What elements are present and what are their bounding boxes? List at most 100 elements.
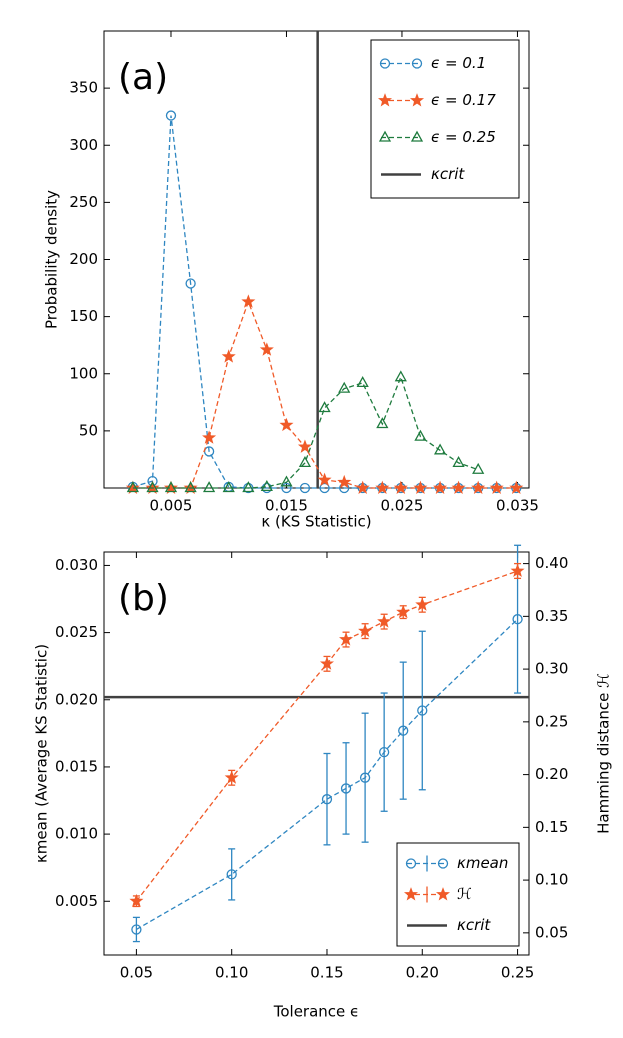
data-point [398, 725, 409, 736]
plot-frame [103, 551, 530, 956]
data-point [163, 480, 178, 494]
legend-marker [435, 887, 451, 901]
data-point [202, 481, 216, 493]
legend-marker [378, 130, 392, 142]
panel-label: (b) [118, 578, 169, 619]
y-tick-label: 50 [79, 421, 98, 439]
y-axis-label: Probability density [43, 190, 61, 329]
data-point [375, 480, 390, 494]
data-point [452, 456, 465, 468]
data-point [298, 456, 312, 468]
y2-tick-label: 0.40 [535, 554, 568, 572]
data-point [261, 482, 272, 494]
legend-label: ℋ [457, 885, 472, 903]
legend-box [370, 39, 520, 199]
data-point [260, 480, 273, 492]
data-point [221, 349, 236, 363]
data-point [355, 480, 370, 494]
series-line [132, 375, 479, 489]
y2-tick-label: 0.25 [535, 712, 568, 730]
data-point [279, 417, 294, 432]
data-point [164, 481, 178, 493]
x-tick-label: 0.005 [150, 497, 193, 515]
y-tick-label: 0.015 [55, 757, 98, 775]
data-point [224, 770, 239, 784]
y-tick-label: 300 [69, 136, 98, 154]
y-tick-label: 250 [69, 193, 98, 211]
y-tick-label: 0.005 [55, 892, 98, 910]
legend-marker [410, 130, 424, 142]
data-point [394, 370, 407, 382]
y-tick-label: 350 [69, 79, 98, 97]
x-tick-label: 0.15 [310, 964, 343, 982]
data-point [131, 924, 142, 935]
data-point [471, 480, 486, 494]
data-point [317, 472, 332, 486]
legend-marker [377, 93, 393, 107]
data-point [242, 481, 255, 493]
y2-tick-label: 0.10 [535, 871, 568, 889]
data-point [433, 480, 448, 494]
data-point [281, 482, 292, 494]
y-tick-label: 0.010 [55, 825, 98, 843]
data-point [358, 623, 373, 638]
y-tick-label: 0.020 [55, 690, 98, 708]
data-point [202, 430, 217, 444]
y2-tick-label: 0.35 [535, 607, 568, 625]
y2-tick-label: 0.30 [535, 660, 568, 678]
data-point [184, 481, 197, 493]
data-point [299, 482, 311, 494]
y2-tick-label: 0.20 [535, 765, 568, 783]
data-point [319, 482, 330, 494]
legend-label: κcrit [431, 165, 465, 183]
data-point [415, 597, 430, 611]
y2-axis-label: Hamming distance ℋ [595, 673, 613, 834]
legend-marker [409, 93, 425, 107]
x-tick-label: 0.10 [215, 964, 248, 982]
data-point [129, 893, 144, 908]
data-point [510, 563, 525, 577]
data-point [126, 481, 139, 493]
data-point [356, 376, 369, 388]
data-point [319, 656, 334, 670]
x-axis-label: Tolerance ϵ [273, 1003, 360, 1021]
data-point [489, 480, 504, 494]
y-axis-label: κmean (Average KS Statistic) [33, 644, 51, 863]
legend-label: ϵ = 0.17 [431, 91, 496, 109]
data-point [146, 481, 159, 493]
x-tick-label: 0.025 [380, 497, 423, 515]
data-point [259, 342, 274, 356]
x-tick-label: 0.05 [120, 964, 153, 982]
legend-label: κmean [457, 854, 508, 872]
legend-marker [437, 858, 449, 869]
data-point [337, 474, 352, 489]
y-tick-label: 100 [69, 364, 98, 382]
panel-label: (a) [118, 57, 168, 98]
legend-marker [403, 887, 419, 901]
data-point [339, 632, 354, 646]
data-point [318, 401, 331, 413]
data-point [359, 772, 371, 783]
y2-tick-label: 0.15 [535, 818, 568, 836]
data-point [340, 783, 352, 794]
y-tick-label: 200 [69, 250, 98, 268]
data-point [376, 417, 389, 429]
data-point [241, 294, 256, 308]
x-tick-label: 0.015 [265, 497, 308, 515]
legend-marker [405, 858, 417, 869]
legend-marker [379, 58, 391, 69]
data-point [321, 794, 333, 805]
data-point [396, 604, 411, 619]
data-point [414, 429, 427, 441]
data-point [185, 278, 196, 289]
legend-label: ϵ = 0.1 [431, 54, 486, 72]
x-tick-label: 0.20 [406, 964, 439, 982]
data-point [165, 110, 177, 121]
series-line [132, 299, 517, 489]
data-point [338, 381, 351, 393]
y-tick-label: 0.030 [55, 556, 98, 574]
y-tick-label: 150 [69, 307, 98, 325]
data-point [379, 747, 390, 758]
data-point [297, 439, 312, 453]
